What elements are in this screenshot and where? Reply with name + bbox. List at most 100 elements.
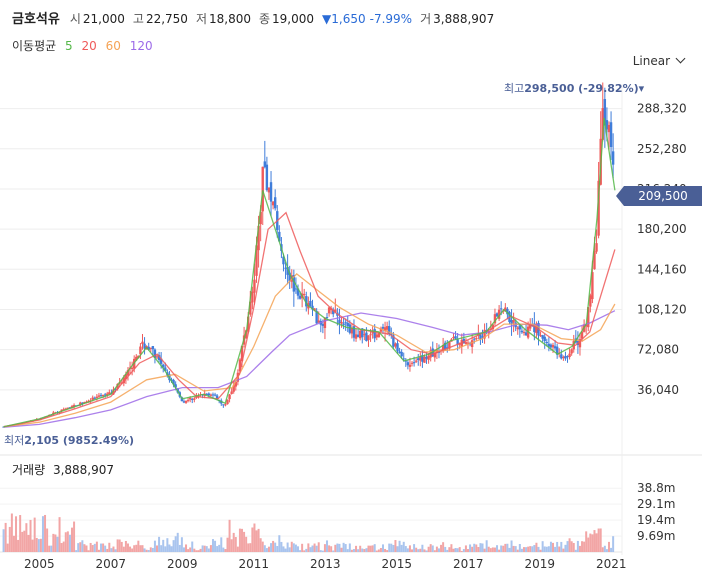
quote-header: 금호석유 시 21,000 고 22,750 저 18,800 종 19,000…: [12, 8, 502, 27]
candle-body: [414, 360, 418, 362]
volume-bar: [537, 546, 540, 552]
volume-bar: [104, 545, 107, 552]
volume-bar: [601, 547, 604, 552]
candle-body: [388, 326, 391, 334]
candle-body: [232, 385, 235, 392]
volume-bar: [456, 548, 459, 552]
volume-bar: [286, 542, 289, 552]
candle-body: [230, 391, 233, 394]
candle-body: [240, 345, 244, 362]
volume-bar: [520, 548, 523, 552]
volume-bar: [392, 544, 395, 552]
candle-body: [298, 295, 302, 299]
candle-body: [315, 310, 318, 324]
volume-bar: [259, 538, 262, 552]
ma5-legend[interactable]: 5: [65, 39, 73, 53]
high-annotation-value: 298,500 (-29.82%): [524, 82, 639, 95]
volume-bar: [222, 547, 225, 552]
volume-bar: [323, 544, 326, 552]
volume-bar: [305, 548, 308, 552]
candle-body: [311, 305, 314, 310]
current-price-tag: 209,500: [616, 186, 702, 206]
candle-body: [404, 360, 408, 362]
candle-body: [62, 409, 65, 411]
volume-bar: [274, 542, 277, 552]
volume-bar: [15, 516, 18, 552]
volume-bar: [529, 546, 532, 552]
volume-bar: [607, 541, 610, 552]
candle-body: [454, 336, 457, 339]
volume-bar: [255, 530, 258, 552]
volume-bar: [70, 527, 73, 552]
volume-bar: [574, 549, 577, 552]
x-tick-label: 2005: [24, 557, 55, 571]
volume-bar: [506, 543, 509, 552]
candle-body: [361, 328, 364, 338]
candle-body: [159, 358, 163, 364]
volume-bar: [394, 540, 397, 552]
candle-body: [325, 317, 329, 319]
candle-body: [211, 394, 215, 396]
candle-body: [327, 307, 331, 314]
volume-bar: [525, 547, 528, 552]
volume-bar: [491, 547, 494, 552]
candle-body: [595, 243, 598, 252]
volume-bar: [423, 549, 426, 552]
volume-bar: [52, 533, 55, 552]
candle-body: [518, 325, 522, 330]
candle-body: [398, 351, 401, 354]
candle-body: [383, 327, 387, 331]
ma120-legend[interactable]: 120: [129, 39, 153, 53]
candle-body: [555, 346, 559, 355]
candle-body: [271, 201, 275, 206]
low-value: 18,800: [208, 12, 251, 26]
candle-body: [259, 211, 262, 225]
candle-body: [470, 340, 474, 348]
candle-body: [147, 346, 150, 350]
ma60-legend[interactable]: 60: [105, 39, 121, 53]
volume-bar: [442, 542, 445, 552]
volume-bar: [404, 546, 407, 552]
x-tick-label: 2015: [382, 557, 413, 571]
candle-body: [520, 330, 524, 333]
ma120-line: [3, 310, 616, 428]
volume-bar: [124, 540, 127, 552]
volume-bar: [377, 549, 380, 552]
volume-bar: [556, 541, 559, 552]
volume-bar: [263, 545, 266, 552]
candle-body: [149, 347, 152, 349]
volume-bar: [336, 543, 339, 552]
volume-bar: [348, 543, 351, 552]
volume-bar: [66, 531, 69, 552]
candle-body: [377, 332, 381, 338]
volume-bar: [489, 548, 492, 552]
ma20-legend[interactable]: 20: [81, 39, 97, 53]
high-label: 고: [132, 12, 144, 26]
volume-bar: [435, 546, 438, 552]
open-label: 시: [69, 12, 81, 26]
volume-bar: [29, 519, 32, 552]
volume-bar: [338, 543, 341, 552]
volume-bar: [261, 541, 264, 552]
volume-bar: [23, 530, 26, 552]
low-annotation-label: 최저: [4, 434, 25, 447]
volume-label: 거: [420, 12, 432, 26]
candle-body: [533, 323, 536, 333]
volume-bar: [539, 549, 542, 552]
volume-bar: [568, 538, 571, 552]
candle-body: [475, 338, 478, 340]
volume-bar: [597, 528, 600, 552]
candle-body: [547, 343, 551, 347]
candle-body: [103, 394, 107, 396]
scale-mode-dropdown[interactable]: Linear: [633, 53, 686, 68]
volume-bar: [245, 536, 248, 552]
volume-bar: [238, 528, 241, 552]
volume-bar: [226, 537, 229, 552]
volume-bar: [199, 548, 202, 552]
candle-body: [207, 393, 211, 396]
volume-bar: [236, 546, 239, 552]
volume-bar: [533, 545, 536, 552]
volume-bar: [276, 546, 279, 552]
candle-body: [247, 316, 250, 332]
